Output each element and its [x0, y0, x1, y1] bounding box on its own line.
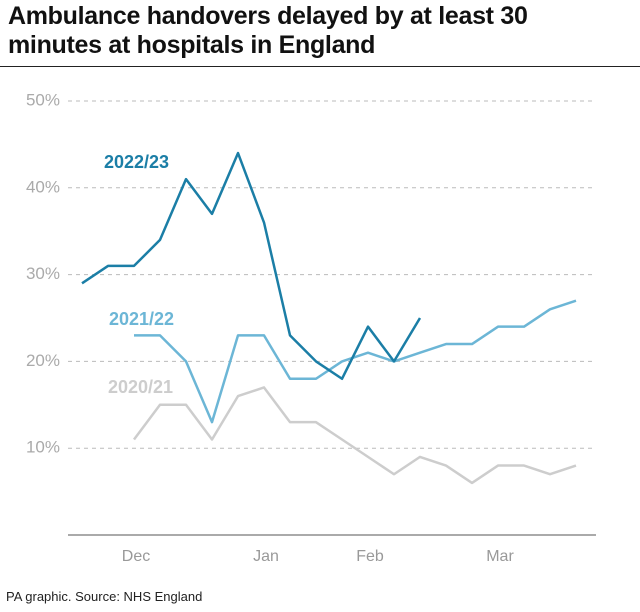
y-tick-label: 10% — [26, 438, 60, 457]
series-line — [132, 386, 577, 485]
chart-title: Ambulance handovers delayed by at least … — [8, 2, 528, 59]
series-label: 2022/23 — [104, 152, 169, 172]
y-tick-label: 40% — [26, 177, 60, 196]
title-rule — [0, 66, 640, 67]
series-line — [81, 151, 422, 381]
x-tick-label: Dec — [122, 548, 150, 565]
x-tick-label: Jan — [253, 548, 279, 565]
series-line — [134, 299, 577, 424]
y-tick-label: 20% — [26, 351, 60, 370]
y-tick-label: 50% — [26, 90, 60, 109]
source: PA graphic. Source: NHS England — [6, 589, 203, 604]
series-label: 2020/21 — [108, 377, 173, 397]
series-label: 2021/22 — [109, 309, 174, 329]
x-tick-label: Mar — [486, 548, 514, 565]
x-tick-label: Feb — [356, 548, 384, 565]
y-tick-label: 30% — [26, 264, 60, 283]
